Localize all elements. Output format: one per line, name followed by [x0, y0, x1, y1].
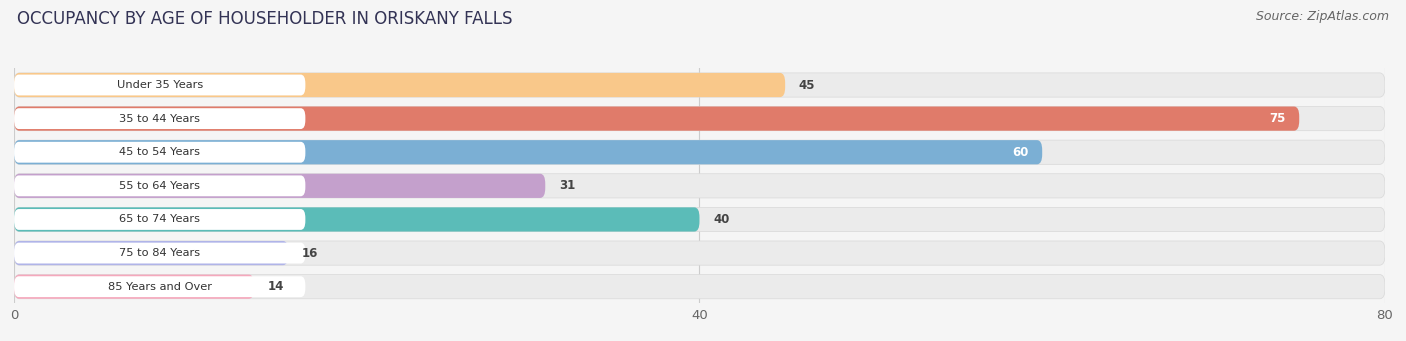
- Text: 65 to 74 Years: 65 to 74 Years: [120, 214, 200, 224]
- FancyBboxPatch shape: [14, 73, 785, 97]
- Text: 75: 75: [1270, 112, 1285, 125]
- Text: 35 to 44 Years: 35 to 44 Years: [120, 114, 200, 124]
- FancyBboxPatch shape: [14, 140, 1042, 164]
- Text: 55 to 64 Years: 55 to 64 Years: [120, 181, 200, 191]
- Text: Under 35 Years: Under 35 Years: [117, 80, 202, 90]
- Text: 14: 14: [267, 280, 284, 293]
- Text: 16: 16: [302, 247, 318, 260]
- FancyBboxPatch shape: [14, 241, 288, 265]
- Text: 40: 40: [713, 213, 730, 226]
- FancyBboxPatch shape: [14, 275, 254, 299]
- Text: 45 to 54 Years: 45 to 54 Years: [120, 147, 200, 157]
- FancyBboxPatch shape: [14, 75, 305, 95]
- Text: 31: 31: [560, 179, 575, 192]
- FancyBboxPatch shape: [14, 106, 1299, 131]
- FancyBboxPatch shape: [14, 207, 1385, 232]
- FancyBboxPatch shape: [14, 243, 305, 264]
- FancyBboxPatch shape: [14, 207, 700, 232]
- FancyBboxPatch shape: [14, 174, 546, 198]
- FancyBboxPatch shape: [14, 142, 305, 163]
- FancyBboxPatch shape: [14, 140, 1385, 164]
- FancyBboxPatch shape: [14, 209, 305, 230]
- FancyBboxPatch shape: [14, 73, 1385, 97]
- FancyBboxPatch shape: [14, 106, 1385, 131]
- FancyBboxPatch shape: [14, 174, 1385, 198]
- Text: Source: ZipAtlas.com: Source: ZipAtlas.com: [1256, 10, 1389, 23]
- FancyBboxPatch shape: [14, 275, 1385, 299]
- FancyBboxPatch shape: [14, 175, 305, 196]
- FancyBboxPatch shape: [14, 276, 305, 297]
- Text: 75 to 84 Years: 75 to 84 Years: [120, 248, 200, 258]
- Text: 45: 45: [799, 78, 815, 91]
- FancyBboxPatch shape: [14, 108, 305, 129]
- Text: 60: 60: [1012, 146, 1029, 159]
- Text: 85 Years and Over: 85 Years and Over: [108, 282, 212, 292]
- Text: OCCUPANCY BY AGE OF HOUSEHOLDER IN ORISKANY FALLS: OCCUPANCY BY AGE OF HOUSEHOLDER IN ORISK…: [17, 10, 512, 28]
- FancyBboxPatch shape: [14, 241, 1385, 265]
